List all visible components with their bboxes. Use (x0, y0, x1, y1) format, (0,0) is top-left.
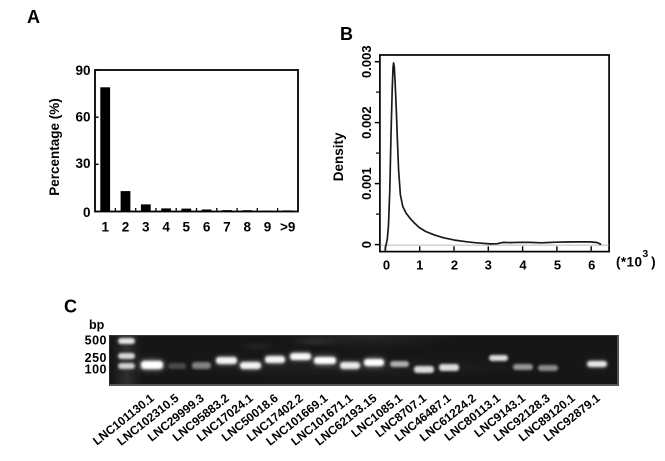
svg-text:0: 0 (83, 205, 91, 220)
svg-text:A: A (27, 7, 40, 27)
svg-text:0: 0 (383, 258, 390, 273)
svg-text:30: 30 (75, 156, 90, 171)
svg-text:1: 1 (416, 258, 423, 273)
svg-text:9: 9 (264, 219, 272, 234)
svg-text:6: 6 (588, 258, 595, 273)
svg-text:250: 250 (85, 351, 107, 365)
svg-text:3: 3 (485, 258, 492, 273)
svg-text:1: 1 (101, 219, 109, 234)
svg-text:>9: >9 (280, 219, 295, 234)
svg-text:C: C (64, 297, 77, 317)
svg-text:7: 7 (223, 219, 231, 234)
svg-text:Percentage (%): Percentage (%) (47, 98, 62, 196)
svg-text:4: 4 (519, 258, 527, 273)
svg-text:100: 100 (85, 362, 107, 376)
svg-text:(*103): (*103) (616, 248, 656, 270)
svg-text:Density: Density (331, 132, 346, 181)
svg-text:500: 500 (85, 334, 107, 348)
svg-text:6: 6 (203, 219, 211, 234)
svg-text:5: 5 (554, 258, 561, 273)
svg-text:2: 2 (122, 219, 130, 234)
svg-text:0: 0 (359, 241, 374, 248)
svg-text:5: 5 (183, 219, 191, 234)
svg-text:8: 8 (243, 219, 251, 234)
svg-text:4: 4 (162, 219, 170, 234)
svg-text:B: B (340, 24, 353, 44)
svg-text:60: 60 (75, 110, 90, 125)
svg-text:90: 90 (75, 63, 90, 78)
svg-text:0.003: 0.003 (359, 45, 374, 78)
svg-text:0.002: 0.002 (359, 106, 374, 139)
svg-text:3: 3 (142, 219, 150, 234)
svg-text:0.001: 0.001 (359, 167, 374, 200)
svg-text:2: 2 (451, 258, 458, 273)
svg-text:bp: bp (89, 318, 105, 332)
